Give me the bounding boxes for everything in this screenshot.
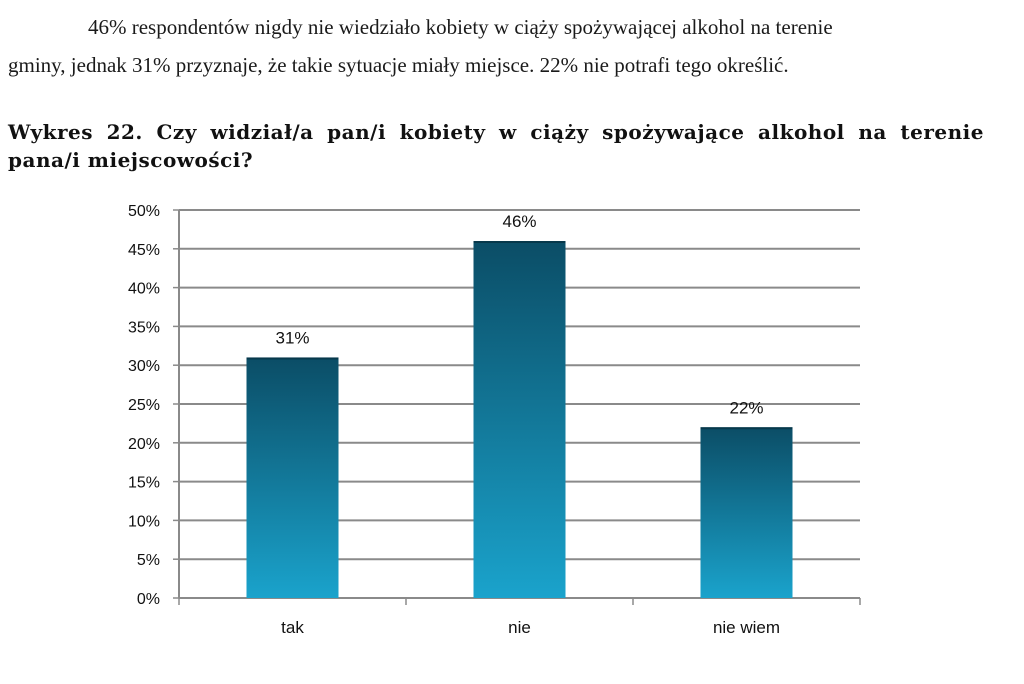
bar-nie-wiem [700,427,793,598]
y-tick-label: 35% [128,319,160,336]
labels: 0% 5% 10% 15% 20% 25% 30% 35% 40% 45% 50% 31% tak 46%… [128,203,780,637]
y-tick-label: 15% [128,475,160,492]
y-tick-label: 45% [128,242,160,259]
data-label: 46% [502,212,536,231]
y-tick-label: 40% [128,281,160,298]
bars [246,241,793,599]
y-tick-label: 0% [137,591,160,608]
category-label: nie [508,618,531,637]
y-tick-label: 20% [128,436,160,453]
caption-line-1: Wykres 22. Czy widział/a pan/i kobiety w… [8,120,984,144]
paragraph-line-2: gminy, jednak 31% przyznaje, że takie sy… [8,53,789,77]
chart-caption: Wykres 22. Czy widział/a pan/i kobiety w… [8,118,984,174]
y-tick-label: 5% [137,552,160,569]
y-tick-label: 25% [128,397,160,414]
paragraph-line-1: 46% respondentów nigdy nie wiedziało kob… [88,15,833,39]
y-tick-label: 50% [128,203,160,220]
data-label: 22% [729,398,763,417]
bar-tak [246,357,339,598]
bar-nie [473,241,566,599]
body-paragraph: 46% respondentów nigdy nie wiedziało kob… [8,8,988,84]
caption-line-2: pana/i miejscowości? [8,148,254,172]
data-label: 31% [275,328,309,347]
category-label: nie wiem [713,618,780,637]
y-tick-label: 30% [128,358,160,375]
category-label: tak [281,618,304,637]
y-tick-label: 10% [128,513,160,530]
